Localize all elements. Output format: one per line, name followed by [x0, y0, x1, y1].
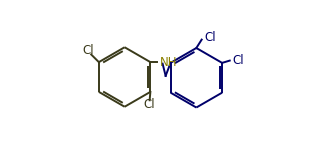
- Text: Cl: Cl: [232, 54, 244, 67]
- Text: Cl: Cl: [143, 98, 155, 111]
- Text: Cl: Cl: [204, 31, 215, 44]
- Text: NH: NH: [159, 56, 177, 69]
- Text: Cl: Cl: [82, 44, 94, 57]
